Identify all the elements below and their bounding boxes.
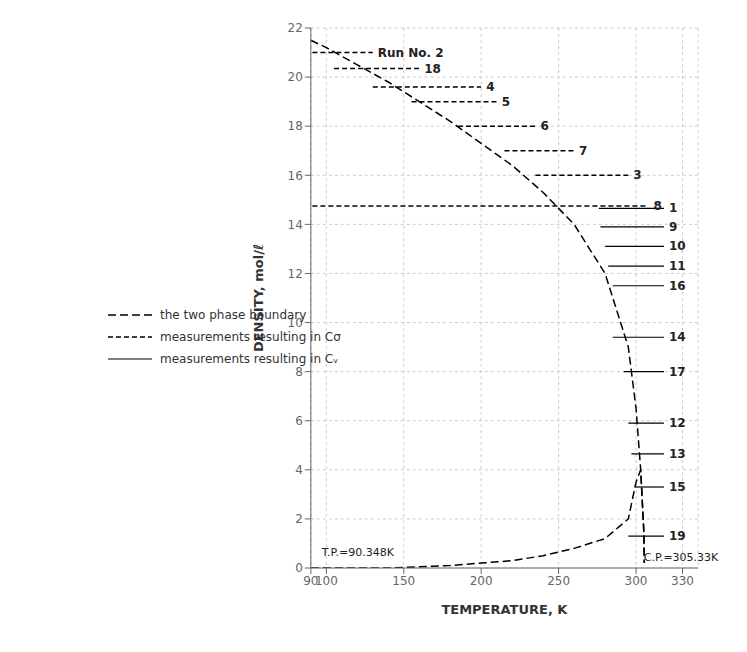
svg-text:19: 19 (669, 529, 686, 543)
svg-text:300: 300 (625, 574, 648, 588)
svg-text:4: 4 (486, 80, 494, 94)
svg-text:Run No. 2: Run No. 2 (378, 46, 444, 60)
svg-text:12: 12 (669, 416, 686, 430)
svg-text:8: 8 (653, 199, 661, 213)
svg-text:14: 14 (288, 218, 303, 232)
svg-text:7: 7 (579, 144, 587, 158)
svg-text:150: 150 (392, 574, 415, 588)
svg-text:5: 5 (502, 95, 510, 109)
svg-text:20: 20 (288, 70, 303, 84)
svg-text:2: 2 (295, 512, 303, 526)
svg-text:22: 22 (288, 21, 303, 35)
svg-text:16: 16 (669, 279, 686, 293)
svg-text:10: 10 (669, 239, 686, 253)
svg-text:10: 10 (288, 316, 303, 330)
svg-text:13: 13 (669, 447, 686, 461)
svg-text:17: 17 (669, 365, 686, 379)
svg-text:6: 6 (295, 414, 303, 428)
svg-text:18: 18 (288, 119, 303, 133)
svg-text:DENSITY, mol/ℓ: DENSITY, mol/ℓ (251, 244, 266, 352)
svg-text:11: 11 (669, 259, 686, 273)
svg-text:C.P.=305.33K: C.P.=305.33K (644, 551, 719, 564)
svg-text:8: 8 (295, 365, 303, 379)
svg-text:200: 200 (470, 574, 493, 588)
svg-text:14: 14 (669, 330, 686, 344)
svg-text:100: 100 (315, 574, 338, 588)
svg-text:15: 15 (669, 480, 686, 494)
svg-text:250: 250 (547, 574, 570, 588)
svg-text:1: 1 (669, 201, 677, 215)
svg-text:6: 6 (540, 119, 548, 133)
svg-text:3: 3 (633, 168, 641, 182)
svg-text:9: 9 (669, 220, 677, 234)
svg-text:18: 18 (424, 62, 441, 76)
svg-text:0: 0 (295, 561, 303, 575)
svg-text:TEMPERATURE, K: TEMPERATURE, K (441, 602, 568, 617)
svg-text:16: 16 (288, 169, 303, 183)
svg-text:12: 12 (288, 267, 303, 281)
svg-text:4: 4 (295, 463, 303, 477)
svg-text:330: 330 (671, 574, 694, 588)
svg-text:T.P.=90.348K: T.P.=90.348K (321, 546, 395, 559)
